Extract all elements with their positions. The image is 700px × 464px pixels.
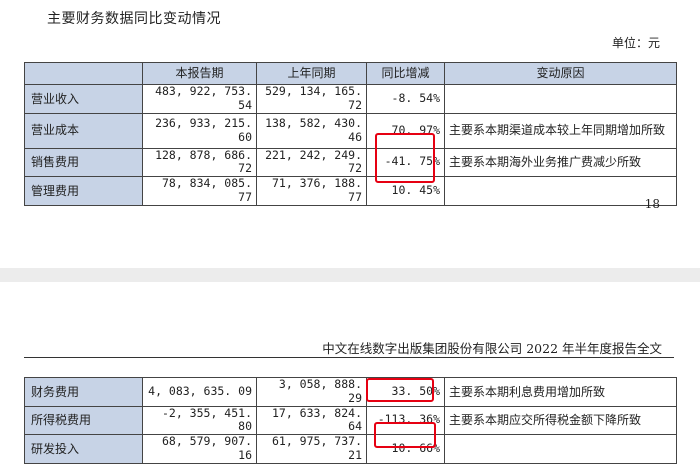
row-current: 128, 878, 686. 72	[142, 147, 257, 178]
row-current: 78, 834, 085. 77	[142, 176, 257, 206]
row-reason: 主要系本期海外业务推广费减少所致	[444, 147, 677, 178]
row-current: 483, 922, 753. 54	[142, 84, 257, 114]
header-previous-period: 上年同期	[256, 62, 367, 85]
table-row: 研发投入 68, 579, 907. 16 61, 975, 737. 21 1…	[24, 434, 677, 464]
row-previous: 17, 633, 824. 64	[256, 405, 367, 436]
header-reason: 变动原因	[444, 62, 677, 85]
row-previous: 138, 582, 430. 46	[256, 112, 367, 149]
row-previous: 221, 242, 249. 72	[256, 147, 367, 178]
highlight-box	[374, 422, 436, 448]
table-row: 销售费用 128, 878, 686. 72 221, 242, 249. 72…	[24, 147, 677, 178]
row-reason	[444, 84, 677, 114]
header-current-period: 本报告期	[142, 62, 257, 85]
row-reason	[444, 176, 677, 206]
highlight-box	[375, 133, 435, 183]
row-previous: 529, 134, 165. 72	[256, 84, 367, 114]
page-top: 主要财务数据同比变动情况 单位：元 本报告期 上年同期 同比增减 变动原因 营业…	[24, 11, 677, 211]
financial-table-top: 本报告期 上年同期 同比增减 变动原因 营业收入 483, 922, 753. …	[24, 62, 677, 206]
table-row: 财务费用 4, 083, 635. 09 3, 058, 888. 29 33.…	[24, 377, 677, 407]
row-reason: 主要系本期应交所得税金额下降所致	[444, 405, 677, 436]
row-item: 营业收入	[24, 84, 143, 114]
highlight-box	[366, 378, 434, 402]
row-item: 研发投入	[24, 434, 143, 464]
row-current: 68, 579, 907. 16	[142, 434, 257, 464]
header-rule	[24, 357, 674, 358]
row-current: 4, 083, 635. 09	[142, 377, 257, 407]
financial-table-bottom: 财务费用 4, 083, 635. 09 3, 058, 888. 29 33.…	[24, 377, 677, 464]
unit-label: 单位：元	[611, 36, 660, 50]
row-item: 管理费用	[24, 176, 143, 206]
table-row: 所得税费用 -2, 355, 451. 80 17, 633, 824. 64 …	[24, 405, 677, 436]
row-item: 营业成本	[24, 112, 143, 149]
header-item	[24, 62, 143, 85]
row-current: -2, 355, 451. 80	[142, 405, 257, 436]
header-change: 同比增减	[366, 62, 445, 85]
row-item: 所得税费用	[24, 405, 143, 436]
row-item: 销售费用	[24, 147, 143, 178]
row-change: -8. 54%	[366, 84, 445, 114]
row-previous: 71, 376, 188. 77	[256, 176, 367, 206]
section-title: 主要财务数据同比变动情况	[47, 11, 221, 27]
row-previous: 61, 975, 737. 21	[256, 434, 367, 464]
row-item: 财务费用	[24, 377, 143, 407]
table-row: 营业收入 483, 922, 753. 54 529, 134, 165. 72…	[24, 84, 677, 114]
table-row: 管理费用 78, 834, 085. 77 71, 376, 188. 77 1…	[24, 176, 677, 206]
table-header-row: 本报告期 上年同期 同比增减 变动原因	[24, 62, 677, 85]
row-current: 236, 933, 215. 60	[142, 112, 257, 149]
running-header: 中文在线数字出版集团股份有限公司 2022 年半年度报告全文	[322, 341, 662, 356]
row-reason	[444, 434, 677, 464]
row-change: -41. 75%	[366, 147, 445, 178]
page-separator	[0, 268, 700, 282]
row-reason: 主要系本期渠道成本较上年同期增加所致	[444, 112, 677, 149]
row-previous: 3, 058, 888. 29	[256, 377, 367, 407]
page-number: 18	[644, 197, 660, 211]
row-reason: 主要系本期利息费用增加所致	[444, 377, 677, 407]
table-row: 营业成本 236, 933, 215. 60 138, 582, 430. 46…	[24, 112, 677, 149]
